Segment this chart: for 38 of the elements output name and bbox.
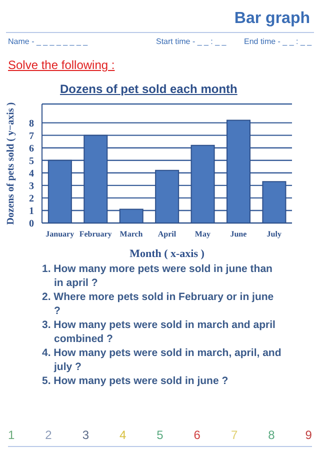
- y-axis-title: Dozens of pets sold ( y−axis ): [6, 102, 17, 225]
- text: 3: [82, 428, 89, 442]
- y-tick-label: 3: [29, 180, 34, 192]
- text: 6: [194, 428, 200, 442]
- x-tick-label: January: [46, 230, 74, 239]
- text: Start time - _ _ : _ _: [156, 37, 226, 46]
- text: 1. How many more pets were sold in june than in april ?: [42, 262, 274, 290]
- text: 1: [8, 428, 15, 442]
- y-tick-label: 4: [29, 168, 34, 180]
- x-tick-label: February: [79, 230, 112, 239]
- x-tick-label: March: [120, 230, 144, 239]
- x-tick-label: July: [266, 230, 282, 239]
- x-axis-title: Month ( x-axis ): [130, 248, 205, 260]
- y-tick-label: 6: [29, 143, 34, 154]
- y-tick-label: 0: [29, 218, 34, 230]
- text: 3. How many pets were sold in march and april combined ?: [42, 318, 276, 346]
- x-tick-label: June: [230, 230, 248, 239]
- chart-title: Dozens of pet sold each month: [60, 82, 238, 96]
- x-tick-label: May: [194, 230, 210, 239]
- text: 2. Where more pets sold in February or in june ?: [42, 290, 275, 318]
- y-tick-label: 7: [29, 130, 34, 142]
- text: 7: [230, 428, 238, 442]
- y-tick-label: 5: [29, 156, 34, 167]
- text: 4. How many pets were sold in march, april, and july ?: [42, 346, 282, 374]
- text: 4: [119, 428, 126, 442]
- text: 2: [45, 428, 52, 442]
- text: 8: [268, 428, 275, 442]
- y-tick-label: 1: [29, 206, 34, 218]
- text: Bar graph: [234, 10, 310, 28]
- text: 9: [305, 428, 312, 442]
- text: Solve the following :: [8, 58, 115, 72]
- text: Name - _ _ _ _ _ _ _ _: [8, 37, 88, 46]
- x-tick-label: April: [158, 230, 177, 239]
- y-tick-label: 2: [29, 193, 34, 204]
- text: 5. How many pets were sold in june ?: [42, 374, 230, 388]
- text: End time - _ _ : _ _: [244, 37, 312, 46]
- y-tick-label: 8: [29, 118, 34, 130]
- text: 5: [156, 428, 164, 442]
